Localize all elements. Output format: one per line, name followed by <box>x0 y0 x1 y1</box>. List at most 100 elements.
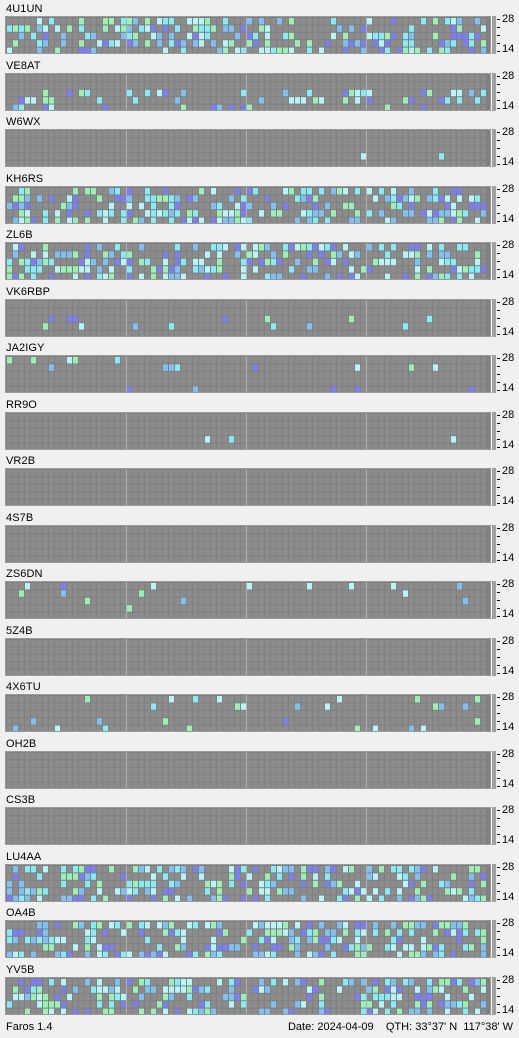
empty-cell <box>391 492 396 499</box>
empty-cell <box>163 526 168 533</box>
empty-cell <box>469 413 474 420</box>
empty-cell <box>157 364 162 371</box>
empty-cell <box>139 104 144 110</box>
empty-cell <box>55 315 60 322</box>
empty-cell <box>253 160 258 166</box>
empty-cell <box>61 47 66 53</box>
empty-cell <box>19 40 24 47</box>
empty-cell <box>253 646 258 654</box>
signal-cell <box>289 32 294 40</box>
empty-cell <box>469 646 474 654</box>
empty-cell <box>13 89 18 96</box>
empty-cell <box>415 654 420 661</box>
empty-cell <box>121 386 126 392</box>
empty-cell <box>55 661 60 669</box>
empty-cell <box>205 379 210 386</box>
empty-cell <box>325 153 330 160</box>
signal-cell <box>391 187 396 194</box>
empty-cell <box>379 89 384 96</box>
empty-cell <box>229 413 234 420</box>
axis-label-14: 14 <box>502 156 515 168</box>
signal-cell <box>427 315 432 322</box>
empty-cell <box>181 145 186 153</box>
empty-cell <box>463 420 468 428</box>
signal-cell <box>451 18 456 25</box>
empty-cell <box>367 300 372 307</box>
empty-cell <box>259 315 264 322</box>
empty-cell <box>301 654 306 661</box>
empty-cell <box>175 639 180 646</box>
empty-cell <box>391 477 396 484</box>
empty-cell <box>175 541 180 548</box>
signal-cell <box>265 315 270 322</box>
signal-cell <box>445 96 450 104</box>
empty-cell <box>337 18 342 25</box>
empty-cell <box>271 492 276 499</box>
empty-cell <box>295 89 300 96</box>
empty-cell <box>325 583 330 590</box>
empty-cell <box>49 484 54 492</box>
empty-cell <box>259 330 264 336</box>
empty-cell <box>211 386 216 392</box>
empty-cell <box>349 379 354 386</box>
empty-cell <box>13 484 18 492</box>
empty-cell <box>253 131 258 138</box>
empty-cell <box>223 145 228 153</box>
empty-cell <box>37 541 42 548</box>
empty-cell <box>295 533 300 541</box>
empty-cell <box>139 470 144 477</box>
empty-cell <box>373 47 378 53</box>
signal-cell <box>247 583 252 590</box>
empty-cell <box>133 556 138 562</box>
empty-cell <box>463 669 468 675</box>
empty-cell <box>421 217 426 223</box>
empty-cell <box>397 526 402 533</box>
axis-tick <box>497 83 500 85</box>
empty-cell <box>421 244 426 251</box>
empty-cell <box>379 477 384 484</box>
empty-cell <box>301 160 306 166</box>
empty-cell <box>301 138 306 145</box>
empty-cell <box>133 526 138 533</box>
empty-cell <box>49 74 54 81</box>
empty-cell <box>25 47 30 53</box>
empty-cell <box>91 18 96 25</box>
signal-cell <box>115 244 120 251</box>
empty-cell <box>253 300 258 307</box>
empty-cell <box>481 371 486 379</box>
empty-cell <box>265 187 270 194</box>
empty-cell <box>475 138 480 145</box>
signal-cell <box>7 266 12 273</box>
signal-cell <box>241 266 246 273</box>
empty-cell <box>295 492 300 499</box>
signal-cell <box>43 89 48 96</box>
empty-cell <box>409 81 414 89</box>
empty-cell <box>301 639 306 646</box>
empty-cell <box>7 330 12 336</box>
empty-cell <box>409 533 414 541</box>
empty-cell <box>271 364 276 371</box>
empty-cell <box>427 661 432 669</box>
empty-cell <box>109 307 114 315</box>
signal-cell <box>361 266 366 273</box>
empty-cell <box>343 386 348 392</box>
empty-cell <box>277 386 282 392</box>
empty-cell <box>403 371 408 379</box>
signal-cell <box>409 194 414 202</box>
empty-cell <box>37 605 42 612</box>
empty-cell <box>265 74 270 81</box>
empty-cell <box>463 47 468 53</box>
empty-cell <box>211 96 216 104</box>
empty-cell <box>301 47 306 53</box>
empty-cell <box>253 145 258 153</box>
empty-cell <box>205 639 210 646</box>
empty-cell <box>181 202 186 209</box>
signal-cell <box>199 18 204 25</box>
empty-cell <box>307 300 312 307</box>
empty-cell <box>139 32 144 40</box>
empty-cell <box>415 322 420 330</box>
empty-cell <box>379 443 384 449</box>
signal-cell <box>283 187 288 194</box>
empty-cell <box>61 541 66 548</box>
empty-cell <box>157 74 162 81</box>
